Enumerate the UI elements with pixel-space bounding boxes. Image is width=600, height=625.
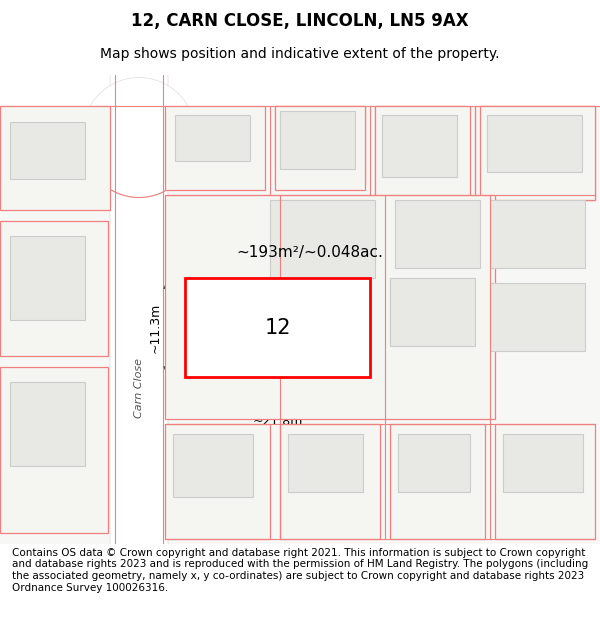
Bar: [375, 106, 470, 200]
Bar: [173, 434, 253, 497]
Bar: [0, 367, 108, 533]
Bar: [175, 114, 250, 161]
Bar: [165, 106, 265, 189]
Bar: [503, 434, 583, 492]
Bar: [275, 106, 365, 189]
Text: Contains OS data © Crown copyright and database right 2021. This information is : Contains OS data © Crown copyright and d…: [12, 548, 588, 592]
Bar: [382, 114, 457, 177]
Bar: [288, 434, 363, 492]
Text: 12: 12: [264, 318, 291, 338]
Bar: [0, 106, 110, 211]
Bar: [398, 434, 470, 492]
Text: ~21.8m: ~21.8m: [253, 414, 302, 428]
Text: 12, CARN CLOSE, LINCOLN, LN5 9AX: 12, CARN CLOSE, LINCOLN, LN5 9AX: [131, 12, 469, 30]
Text: Carn Close: Carn Close: [134, 357, 144, 418]
Bar: [480, 106, 595, 200]
Circle shape: [82, 78, 197, 198]
Bar: [10, 122, 85, 179]
Bar: [490, 283, 585, 351]
Bar: [280, 111, 355, 169]
Bar: [375, 106, 465, 200]
Bar: [487, 114, 582, 172]
Bar: [490, 200, 585, 268]
Text: ~193m²/~0.048ac.: ~193m²/~0.048ac.: [236, 244, 383, 259]
Bar: [165, 195, 495, 419]
Text: ~11.3m: ~11.3m: [149, 302, 162, 352]
Bar: [185, 278, 370, 377]
Bar: [10, 236, 85, 320]
Bar: [270, 200, 375, 278]
Bar: [395, 200, 480, 268]
Bar: [165, 424, 270, 539]
Text: Map shows position and indicative extent of the property.: Map shows position and indicative extent…: [100, 47, 500, 61]
Bar: [390, 424, 485, 539]
Bar: [0, 75, 600, 106]
Bar: [495, 424, 595, 539]
Bar: [275, 106, 365, 184]
Bar: [10, 382, 85, 466]
Bar: [280, 424, 380, 539]
Bar: [0, 221, 108, 356]
Bar: [475, 106, 595, 200]
FancyBboxPatch shape: [110, 59, 168, 559]
Bar: [390, 278, 475, 346]
